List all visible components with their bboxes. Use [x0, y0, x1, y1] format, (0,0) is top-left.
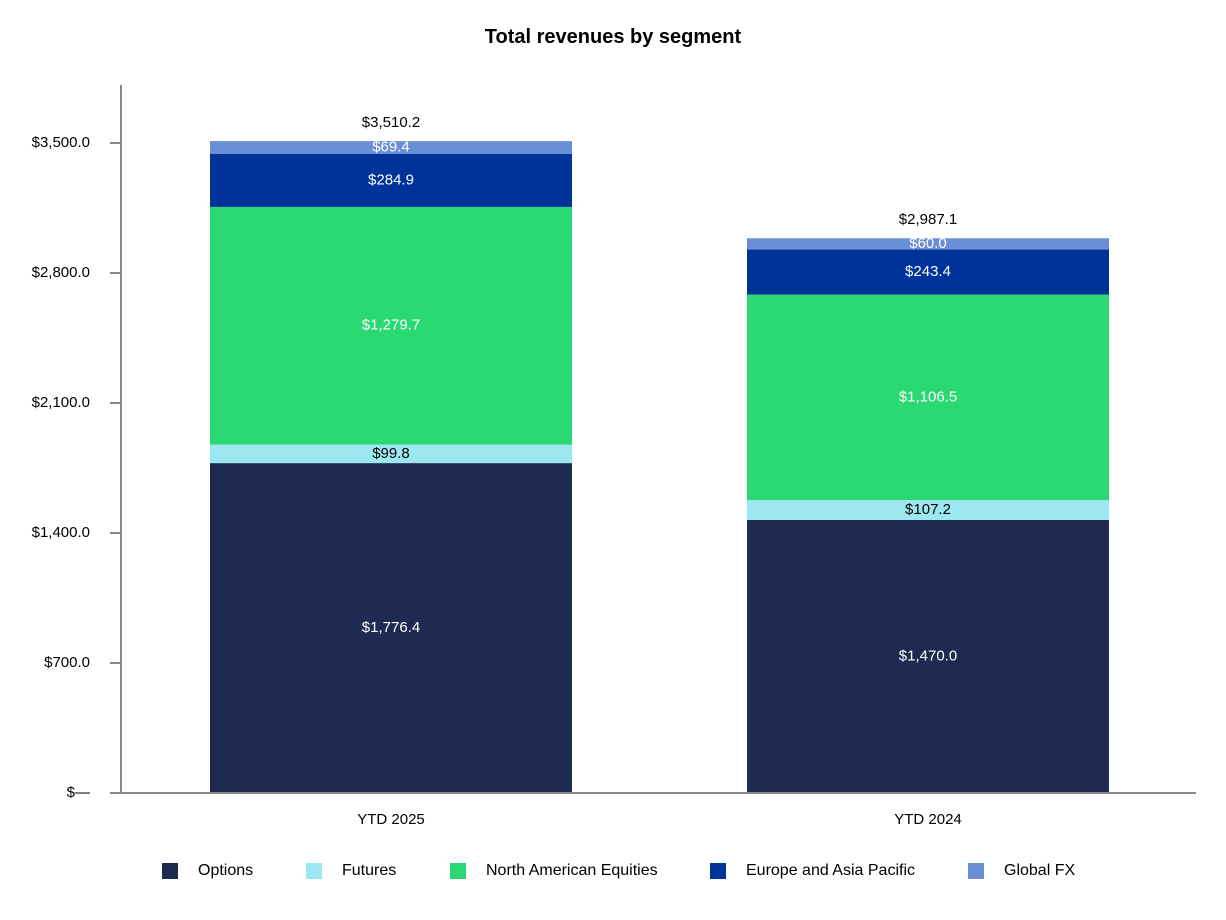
data-label: $1,279.7: [362, 317, 420, 334]
y-tick-label: $700.0: [44, 654, 90, 671]
bar-segment-global-fx: [747, 238, 1109, 250]
bar-segment-europe-and-asia-pacific: [747, 249, 1109, 295]
legend-swatch: [968, 863, 984, 879]
data-label: $243.4: [905, 263, 951, 280]
legend-swatch: [710, 863, 726, 879]
bar-segment-options: [747, 520, 1109, 793]
x-tick-label: YTD 2024: [894, 811, 962, 828]
y-tick-label: $—: [67, 784, 90, 801]
y-tick-label: $1,400.0: [32, 524, 90, 541]
bar-segment-futures: [210, 444, 572, 464]
legend-label: Futures: [342, 862, 397, 879]
total-label: $3,510.2: [362, 114, 420, 131]
y-tick-label: $3,500.0: [32, 134, 90, 151]
legend-label: Options: [198, 862, 254, 879]
data-label: $1,776.4: [362, 619, 420, 636]
data-label: $284.9: [368, 171, 414, 188]
bar-segment-futures: [747, 500, 1109, 520]
legend-item: Options: [162, 862, 253, 880]
y-tick-label: $2,100.0: [32, 394, 90, 411]
data-label: $1,470.0: [899, 647, 957, 664]
legend-label: Global FX: [1004, 862, 1076, 879]
data-label: $60.0: [909, 235, 947, 252]
legend-swatch: [306, 863, 322, 879]
bar-segment-north-american-equities: [210, 206, 572, 445]
bar-segment-europe-and-asia-pacific: [210, 153, 572, 207]
y-tick-label: $2,800.0: [32, 264, 90, 281]
legend-label: North American Equities: [486, 862, 658, 879]
bar-segment-north-american-equities: [747, 294, 1109, 501]
data-label: $1,106.5: [899, 388, 957, 405]
total-label: $2,987.1: [899, 211, 957, 228]
legend-label: Europe and Asia Pacific: [746, 862, 915, 879]
data-label: $69.4: [372, 139, 410, 156]
data-label: $99.8: [372, 445, 410, 462]
chart-legend: Options Futures North American Equities Eur…: [0, 862, 1226, 884]
legend-item: Global FX: [968, 862, 1075, 880]
legend-item: North American Equities: [450, 862, 658, 880]
legend-swatch: [162, 863, 178, 879]
x-tick-label: YTD 2025: [357, 811, 425, 828]
data-label: $107.2: [905, 501, 951, 518]
bar-segment-global-fx: [210, 141, 572, 154]
chart-title: Total revenues by segment: [484, 26, 742, 48]
legend-swatch: [450, 863, 466, 879]
legend-item: Europe and Asia Pacific: [710, 862, 915, 880]
bar-segment-options: [210, 463, 572, 793]
legend-item: Futures: [306, 862, 396, 880]
